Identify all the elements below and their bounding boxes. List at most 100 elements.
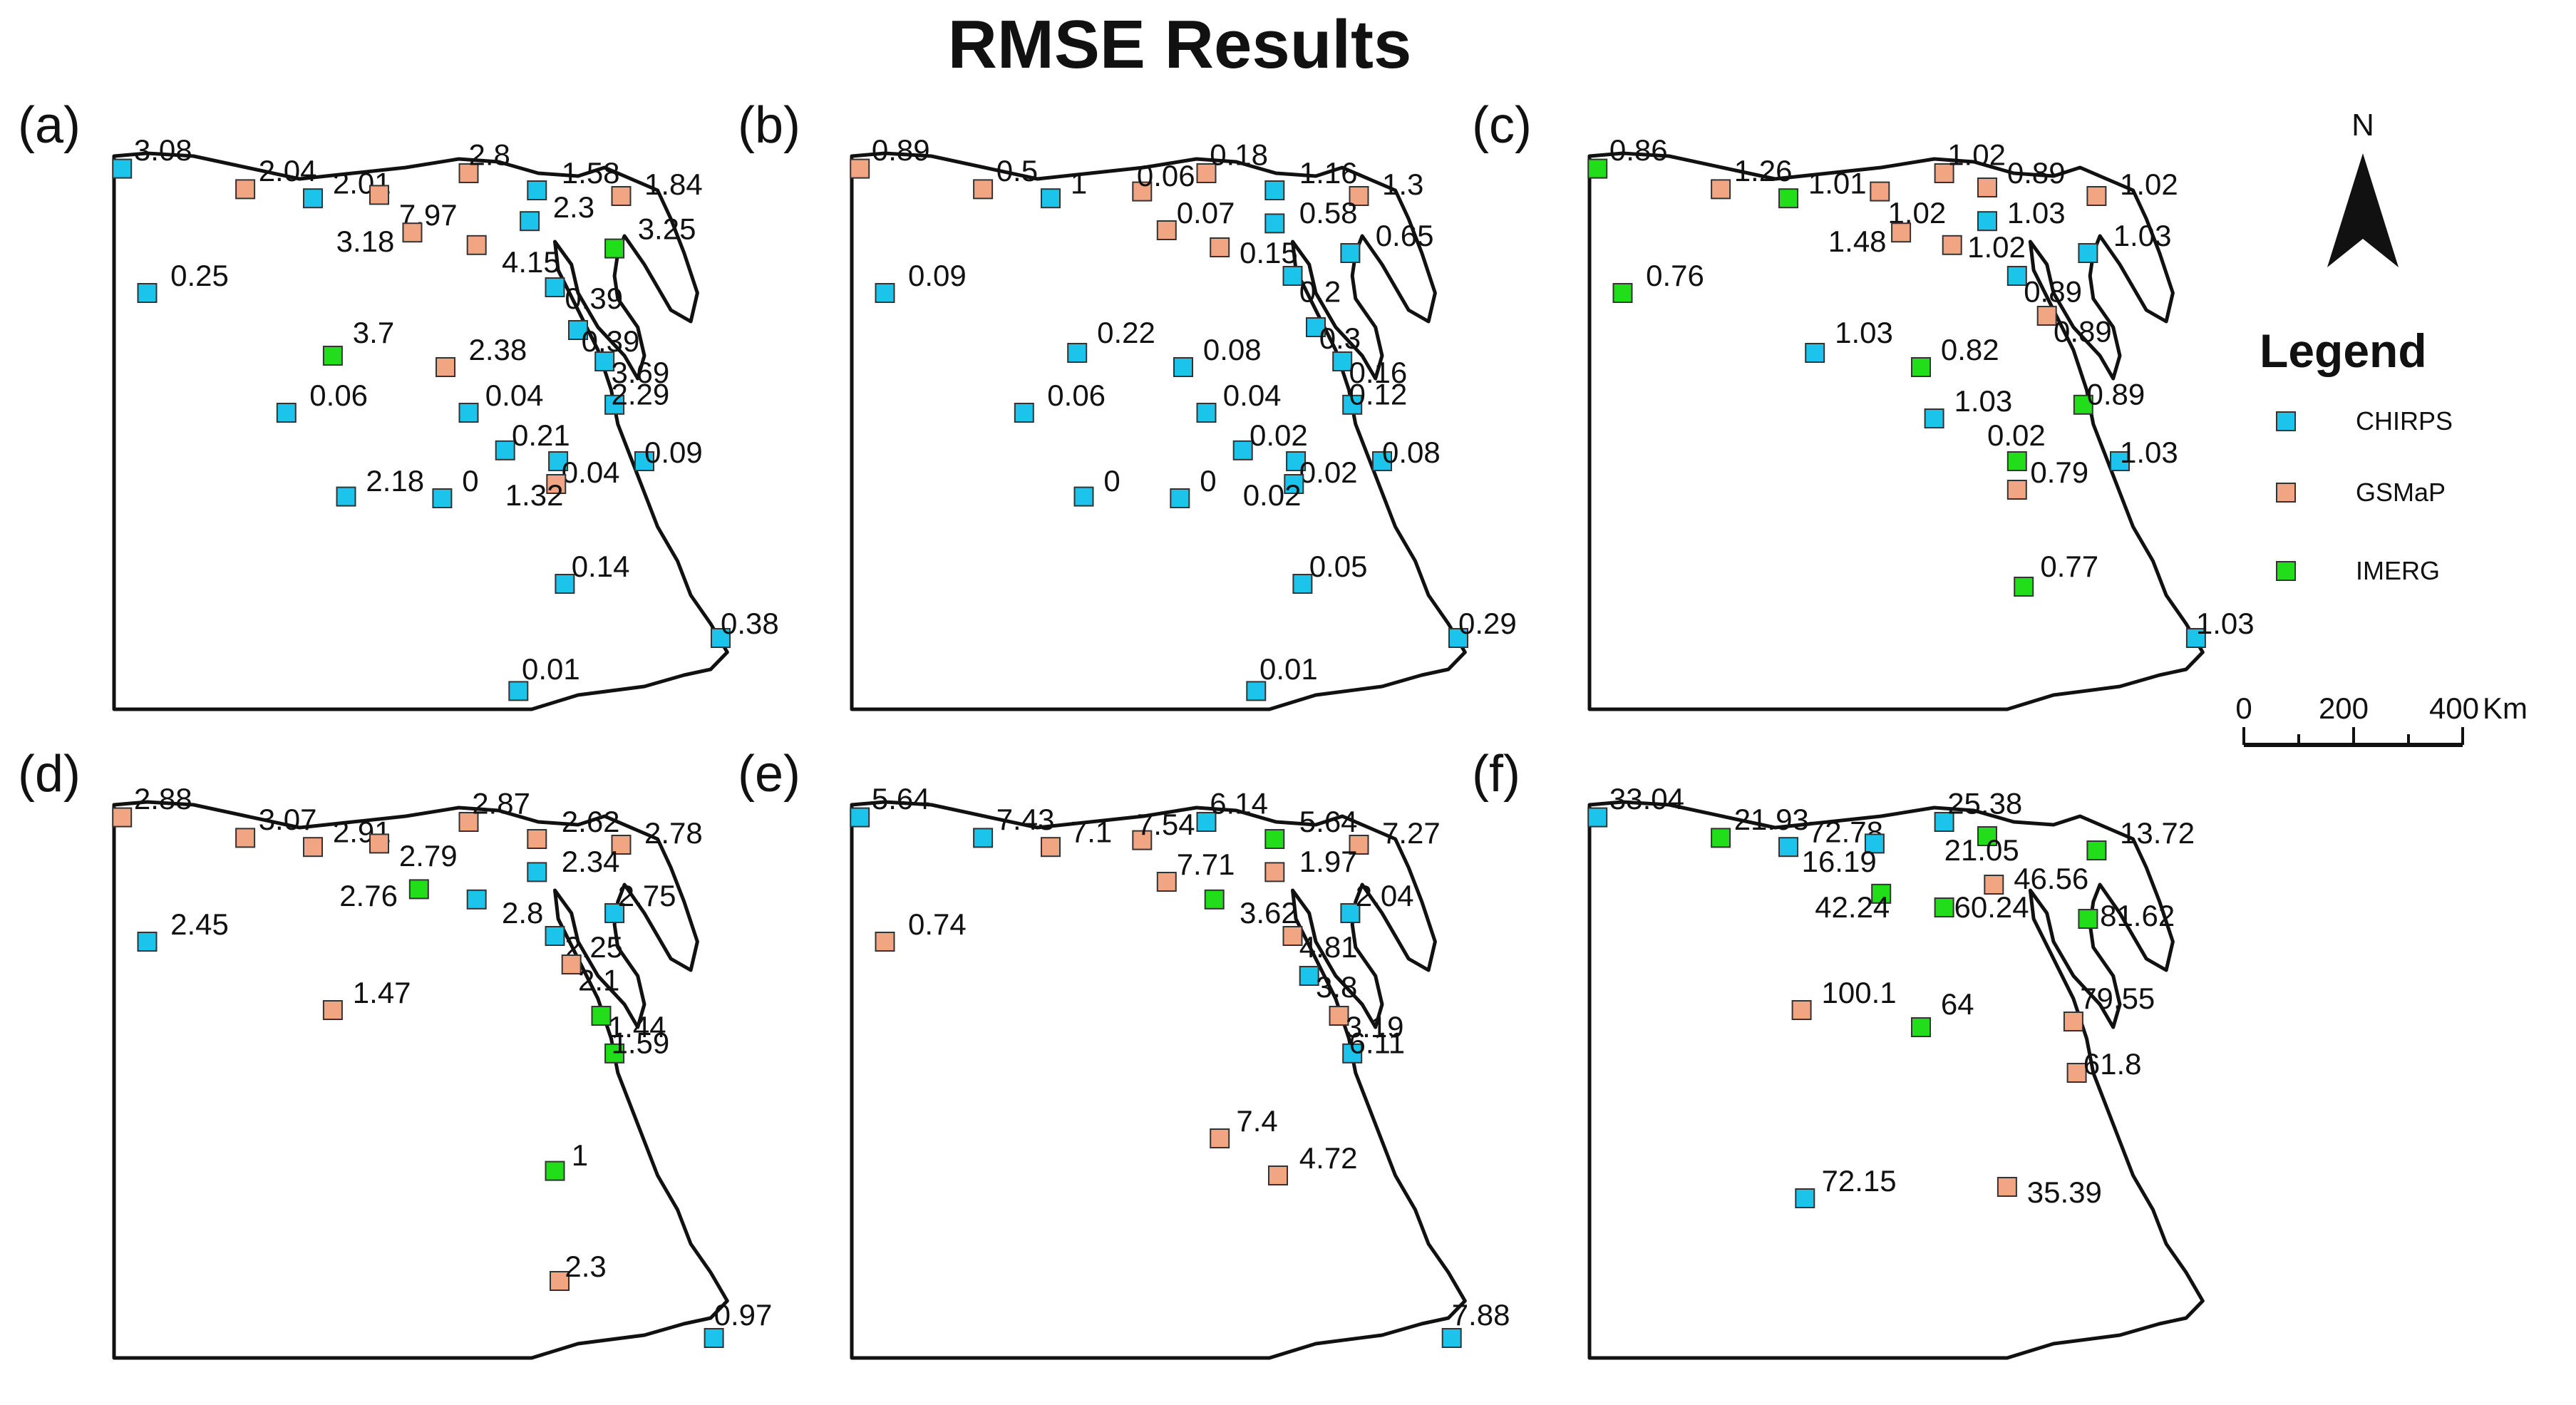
station-marker-chirps [1067,343,1088,363]
station-value-label: 3.62 [1240,896,1298,930]
station-marker-gsmap [1156,872,1177,892]
egypt-outline [850,151,1467,711]
station-marker-gsmap [561,954,582,974]
station-value-label: 0.09 [908,259,967,292]
station-value-label: 0.06 [1047,379,1106,412]
station-value-label: 0.07 [1177,196,1235,230]
station-marker-gsmap [1934,163,1954,183]
station-value-label: 0.39 [565,282,623,315]
station-marker-imerg [2073,394,2093,415]
map-panels: (a) 3.082.04 2.017.972.83.181.58 1.842.34.1… [18,97,2255,1360]
station-value-label: 0.86 [1609,133,1668,167]
station-marker-gsmap [1132,181,1153,202]
station-value-label: 33.04 [1609,782,1684,815]
station-value-label: 0.29 [1458,607,1517,640]
station-marker-chirps [2078,243,2098,263]
station-value-label: 1.47 [353,976,411,1009]
station-value-label: 0.04 [562,456,620,489]
station-marker-chirps [850,807,870,828]
station-marker-imerg [1977,826,1997,846]
station-marker-chirps [704,1328,724,1348]
station-value-label: 1.01 [1808,166,1867,200]
station-value-label: 1.03 [2113,219,2172,252]
station-marker-gsmap [546,474,567,494]
egypt-outline [112,800,729,1360]
station-marker-gsmap [466,235,487,255]
north-arrow: N [2327,108,2399,267]
station-value-label: 21.05 [1944,833,2019,867]
station-value-label: 0.12 [1349,377,1408,411]
station-value-label: 64 [1941,987,1974,1021]
station-value-label: 1.03 [1954,384,2013,418]
station-value-label: 42.24 [1815,890,1890,924]
station-value-label: 2.62 [562,805,620,838]
station-marker-imerg [322,346,343,366]
station-marker-chirps [1372,451,1392,471]
station-value-label: 1.44 [608,1010,666,1044]
station-value-label: 0.02 [1987,418,2046,452]
station-marker-chirps [1924,408,1944,428]
station-marker-chirps [458,403,479,423]
station-value-label: 1.32 [505,478,564,512]
egypt-outline [850,800,1467,1360]
station-marker-chirps [2110,451,2130,471]
station-marker-chirps [545,926,565,946]
station-marker-chirps [1196,403,1217,423]
station-value-label: 16.19 [1802,845,1877,878]
station-value-label: 0.89 [2054,314,2112,348]
station-marker-gsmap [1891,222,1912,243]
station-value-label: 0.08 [1203,333,1262,366]
station-marker-chirps [1778,837,1798,858]
station-value-label: 0.89 [2007,156,2066,190]
station-value-label: 3.69 [612,356,670,389]
station-value-label: 0.89 [2087,377,2145,411]
station-marker-imerg [2078,909,2098,929]
station-marker-chirps [432,488,453,508]
station-marker-chirps [303,188,323,209]
station-value-label: 2.8 [502,896,543,930]
station-marker-gsmap [1977,177,1997,197]
station-marker-gsmap [550,1271,570,1291]
station-marker-chirps [1977,211,1997,232]
legend-item-gsmap: GSMaP [2276,478,2446,507]
station-value-label: 5.64 [872,782,930,815]
station-marker-gsmap [112,807,133,828]
map-panel-d: (d) 2.883.07 2.912.792.872.62 2.782.342.762… [18,746,772,1360]
station-value-label: 7.1 [1071,815,1112,848]
station-marker-chirps [604,903,625,923]
station-value-label: 6.11 [1349,1026,1406,1059]
station-marker-chirps [137,283,158,303]
station-marker-gsmap [303,837,323,858]
station-marker-imerg [591,1006,612,1026]
station-value-label: 2.1 [578,963,619,997]
station-value-label: 2.88 [134,782,192,815]
station-marker-chirps [1073,486,1094,507]
station-value-label: 2.38 [469,333,527,366]
station-value-label: 1.97 [1299,845,1358,878]
station-marker-gsmap [322,1000,343,1020]
station-marker-gsmap [875,932,895,952]
station-marker-imerg [1587,158,1608,179]
station-marker-gsmap [1711,179,1731,200]
station-value-label: 3.7 [353,316,394,349]
station-value-label: 2.87 [472,786,530,820]
station-value-label: 0.02 [1243,478,1302,512]
station-marker-chirps [2006,266,2027,286]
panel-label: (f) [1472,746,1520,803]
station-marker-chirps [1805,343,1825,363]
station-value-label: 2.75 [618,879,676,912]
station-value-label: 0.06 [1137,159,1195,192]
station-value-label: 1.3 [1382,168,1423,201]
legend-title: Legend [2260,324,2427,377]
station-value-label: 1.16 [1299,156,1358,190]
station-marker-gsmap [1132,830,1153,850]
station-value-label: 35.39 [2027,1175,2102,1209]
station-marker-chirps [466,889,487,910]
station-value-label: 72.15 [1822,1164,1897,1198]
station-value-label: 81.62 [2100,899,2175,932]
station-value-label: 0.08 [1382,436,1441,469]
station-value-label: 0.01 [1259,652,1318,686]
station-marker-gsmap [458,812,479,832]
station-marker-chirps [1299,966,1319,986]
